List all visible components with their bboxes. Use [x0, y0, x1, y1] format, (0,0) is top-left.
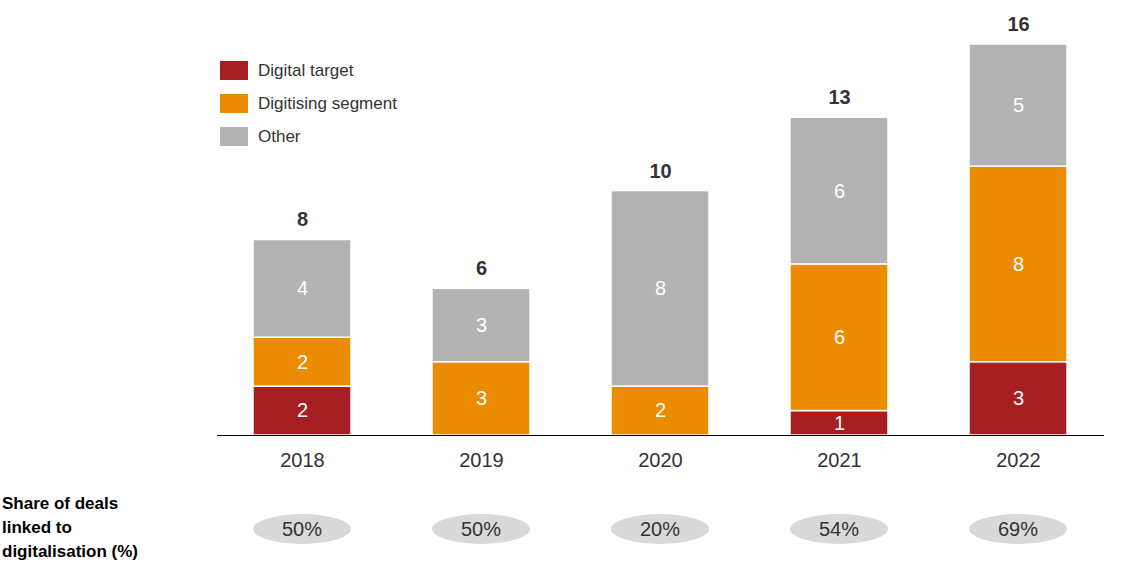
svg-text:2: 2: [297, 351, 308, 373]
svg-text:69%: 69%: [998, 518, 1038, 540]
svg-text:50%: 50%: [461, 518, 501, 540]
svg-text:6: 6: [476, 257, 487, 279]
html-text:Digitising segment: Digitising segment: [258, 93, 397, 113]
svg-text:50%: 50%: [282, 518, 322, 540]
html-text:Share of deals linked to digit: Share of deals linked to digitalisation …: [2, 494, 138, 561]
svg-text:3: 3: [476, 387, 487, 409]
svg-text:3: 3: [1013, 387, 1024, 409]
svg-text:6: 6: [834, 326, 845, 348]
svg-text:6: 6: [834, 180, 845, 202]
svg-text:54%: 54%: [819, 518, 859, 540]
svg-text:8: 8: [1013, 253, 1024, 275]
svg-text:3: 3: [476, 314, 487, 336]
svg-text:16: 16: [1007, 13, 1029, 35]
svg-text:2018: 2018: [280, 449, 325, 471]
svg-text:2021: 2021: [817, 449, 862, 471]
svg-text:2022: 2022: [996, 449, 1041, 471]
svg-text:5: 5: [1013, 94, 1024, 116]
svg-text:2020: 2020: [638, 449, 683, 471]
svg-text:8: 8: [297, 208, 308, 230]
svg-text:13: 13: [828, 86, 850, 108]
svg-text:2: 2: [297, 399, 308, 421]
svg-text:1: 1: [834, 412, 845, 434]
svg-text:20%: 20%: [640, 518, 680, 540]
svg-text:2: 2: [655, 399, 666, 421]
html-text:Digital target: Digital target: [258, 60, 354, 80]
svg-text:8: 8: [655, 277, 666, 299]
html-text:Other: Other: [258, 126, 301, 146]
svg-text:2019: 2019: [459, 449, 504, 471]
svg-text:10: 10: [649, 160, 671, 182]
svg-text:4: 4: [297, 277, 308, 299]
